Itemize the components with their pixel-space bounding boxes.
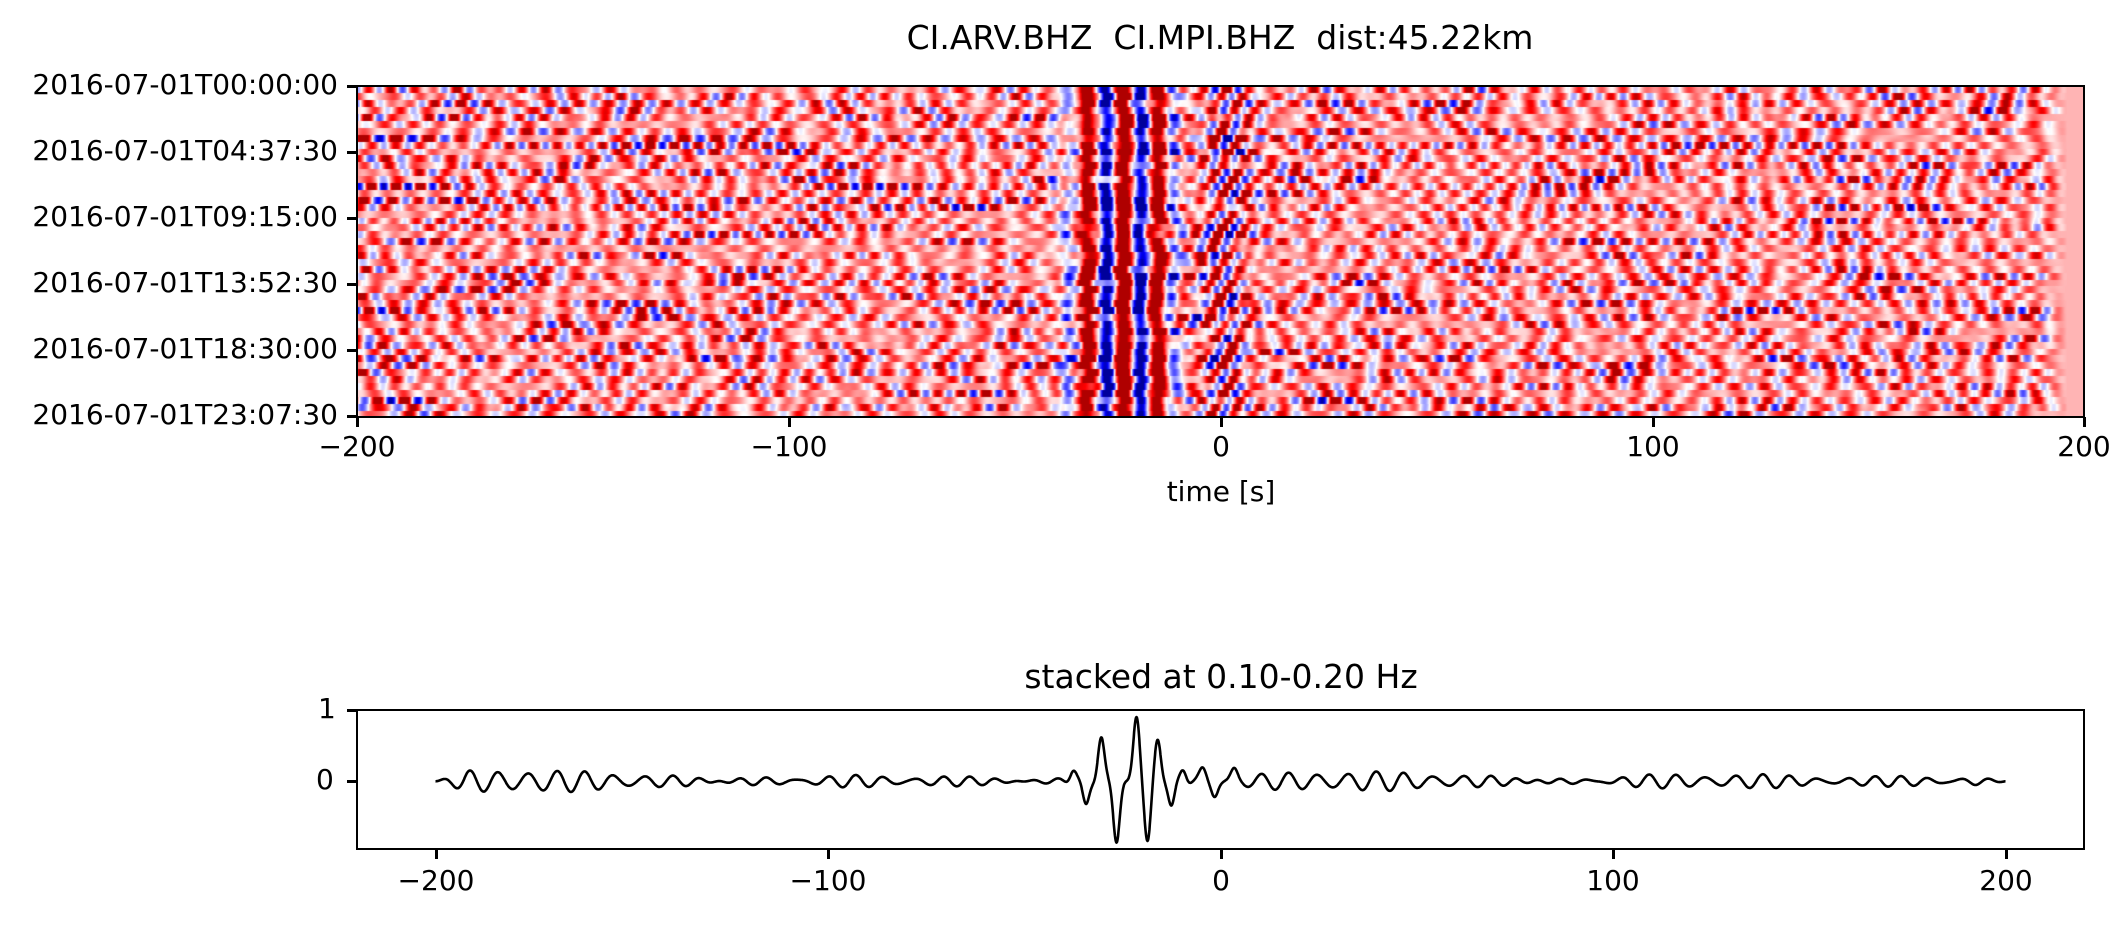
stack-xtick [827, 849, 830, 859]
heatmap-xtick [1220, 417, 1223, 427]
heatmap-xtick [788, 417, 791, 427]
heatmap-ytick-label: 2016-07-01T23:07:30 [32, 398, 338, 431]
stack-xtick-label: 100 [1586, 864, 1640, 897]
stack-xtick [1220, 849, 1223, 859]
stack-ytick [347, 709, 357, 712]
heatmap-ytick [347, 349, 357, 352]
heatmap-xtick-label: 0 [1212, 430, 1230, 463]
heatmap-xtick [2083, 417, 2086, 427]
stack-xtick-label: −100 [789, 864, 867, 897]
heatmap-xtick [1652, 417, 1655, 427]
heatmap-ytick-label: 2016-07-01T04:37:30 [32, 134, 338, 167]
stacked-waveform [434, 715, 2007, 844]
heatmap-frame [356, 85, 2085, 418]
heatmap-ytick [347, 85, 357, 88]
heatmap-ytick-label: 2016-07-01T09:15:00 [32, 200, 338, 233]
heatmap-xtick-label: −200 [318, 430, 396, 463]
stack-xtick [435, 849, 438, 859]
heatmap-title: CI.ARV.BHZ CI.MPI.BHZ dist:45.22km [906, 18, 1534, 57]
heatmap-ytick [347, 217, 357, 220]
stack-xtick [1612, 849, 1615, 859]
heatmap-xtick [356, 417, 359, 427]
heatmap-plot-area [356, 85, 2085, 418]
heatmap-xtick-label: 200 [2057, 430, 2111, 463]
heatmap-xtick-label: 100 [1626, 430, 1680, 463]
heatmap-image [357, 86, 2084, 417]
heatmap-ytick [347, 283, 357, 286]
stack-title: stacked at 0.10-0.20 Hz [1024, 657, 1418, 696]
stack-xtick-label: −200 [397, 864, 475, 897]
stack-ytick-label: 1 [318, 692, 336, 725]
heatmap-ytick-label: 2016-07-01T18:30:00 [32, 332, 338, 365]
heatmap-ytick-label: 2016-07-01T00:00:00 [32, 68, 338, 101]
heatmap-ytick [347, 151, 357, 154]
stack-plot-area [356, 709, 2085, 850]
stack-xtick-label: 0 [1212, 864, 1230, 897]
stack-xtick [2005, 849, 2008, 859]
stack-xtick-label: 200 [1979, 864, 2033, 897]
stack-frame [356, 709, 2085, 850]
heatmap-ytick [347, 415, 357, 418]
stack-ytick-label: 0 [316, 763, 334, 796]
stack-ytick [347, 780, 357, 783]
heatmap-xlabel: time [s] [1166, 475, 1276, 508]
heatmap-xtick-label: −100 [750, 430, 828, 463]
heatmap-ytick-label: 2016-07-01T13:52:30 [32, 266, 338, 299]
